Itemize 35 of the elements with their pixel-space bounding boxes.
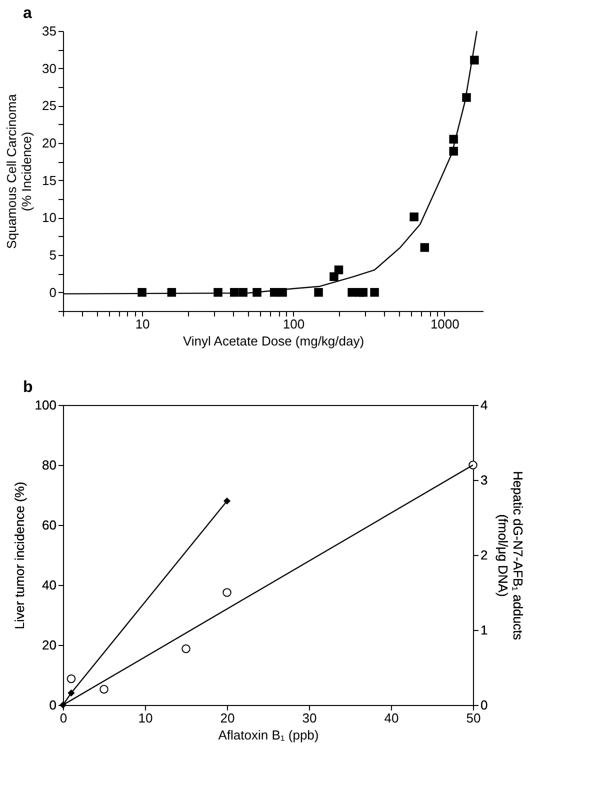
y2-tick-label: 4: [480, 398, 488, 412]
y-tick-label: 10: [42, 210, 56, 226]
x-tick-label: 20: [220, 710, 235, 726]
x-tick-label: 50: [466, 710, 481, 726]
y-tick-label: 0: [49, 284, 56, 300]
y-tick-label: 20: [42, 638, 56, 652]
x-tick-label: 1000: [430, 316, 460, 332]
y-tick-label: 35: [42, 24, 56, 38]
y-tick-label: 100: [34, 398, 56, 412]
y-tick-label: 5: [49, 248, 56, 262]
y-tick-label: 0: [49, 698, 56, 712]
y-tick-label: 80: [42, 458, 56, 472]
x-tick-label: 40: [384, 710, 399, 726]
x-tick-label: 10: [138, 710, 153, 726]
y-tick-label: 60: [42, 518, 56, 532]
x-tick-label: 30: [302, 710, 317, 726]
y2-tick-label: 0: [480, 698, 488, 712]
y-tick-label: 30: [42, 60, 56, 76]
chart-title: b: [23, 379, 33, 396]
y2-tick-label: 1: [480, 622, 488, 638]
y-axis-title: Liver tumor incidence (%): [12, 482, 27, 630]
x-tick-label: 0: [60, 710, 68, 726]
y-tick-label: 40: [42, 578, 56, 592]
x-tick-label: 10: [135, 316, 150, 332]
y2-tick-label: 3: [480, 472, 488, 488]
y2-axis-title: Hepatic dG-N7-AFB₁ adducts (fmol/μg DNA): [496, 470, 526, 641]
x-axis-title: Aflatoxin B₁ (ppb): [218, 728, 319, 742]
y-tick-label: 20: [42, 136, 56, 150]
y2-tick-label: 2: [480, 548, 488, 562]
y-tick-label: 15: [42, 172, 56, 188]
x-tick-label: 100: [282, 316, 305, 332]
x-axis-title: Vinyl Acetate Dose (mg/kg/day): [182, 334, 364, 348]
y-tick-label: 25: [42, 98, 56, 114]
y-axis-title: Squamous Cell Carcinoma (% Incidence): [4, 93, 34, 249]
chart-title: a: [23, 5, 32, 22]
